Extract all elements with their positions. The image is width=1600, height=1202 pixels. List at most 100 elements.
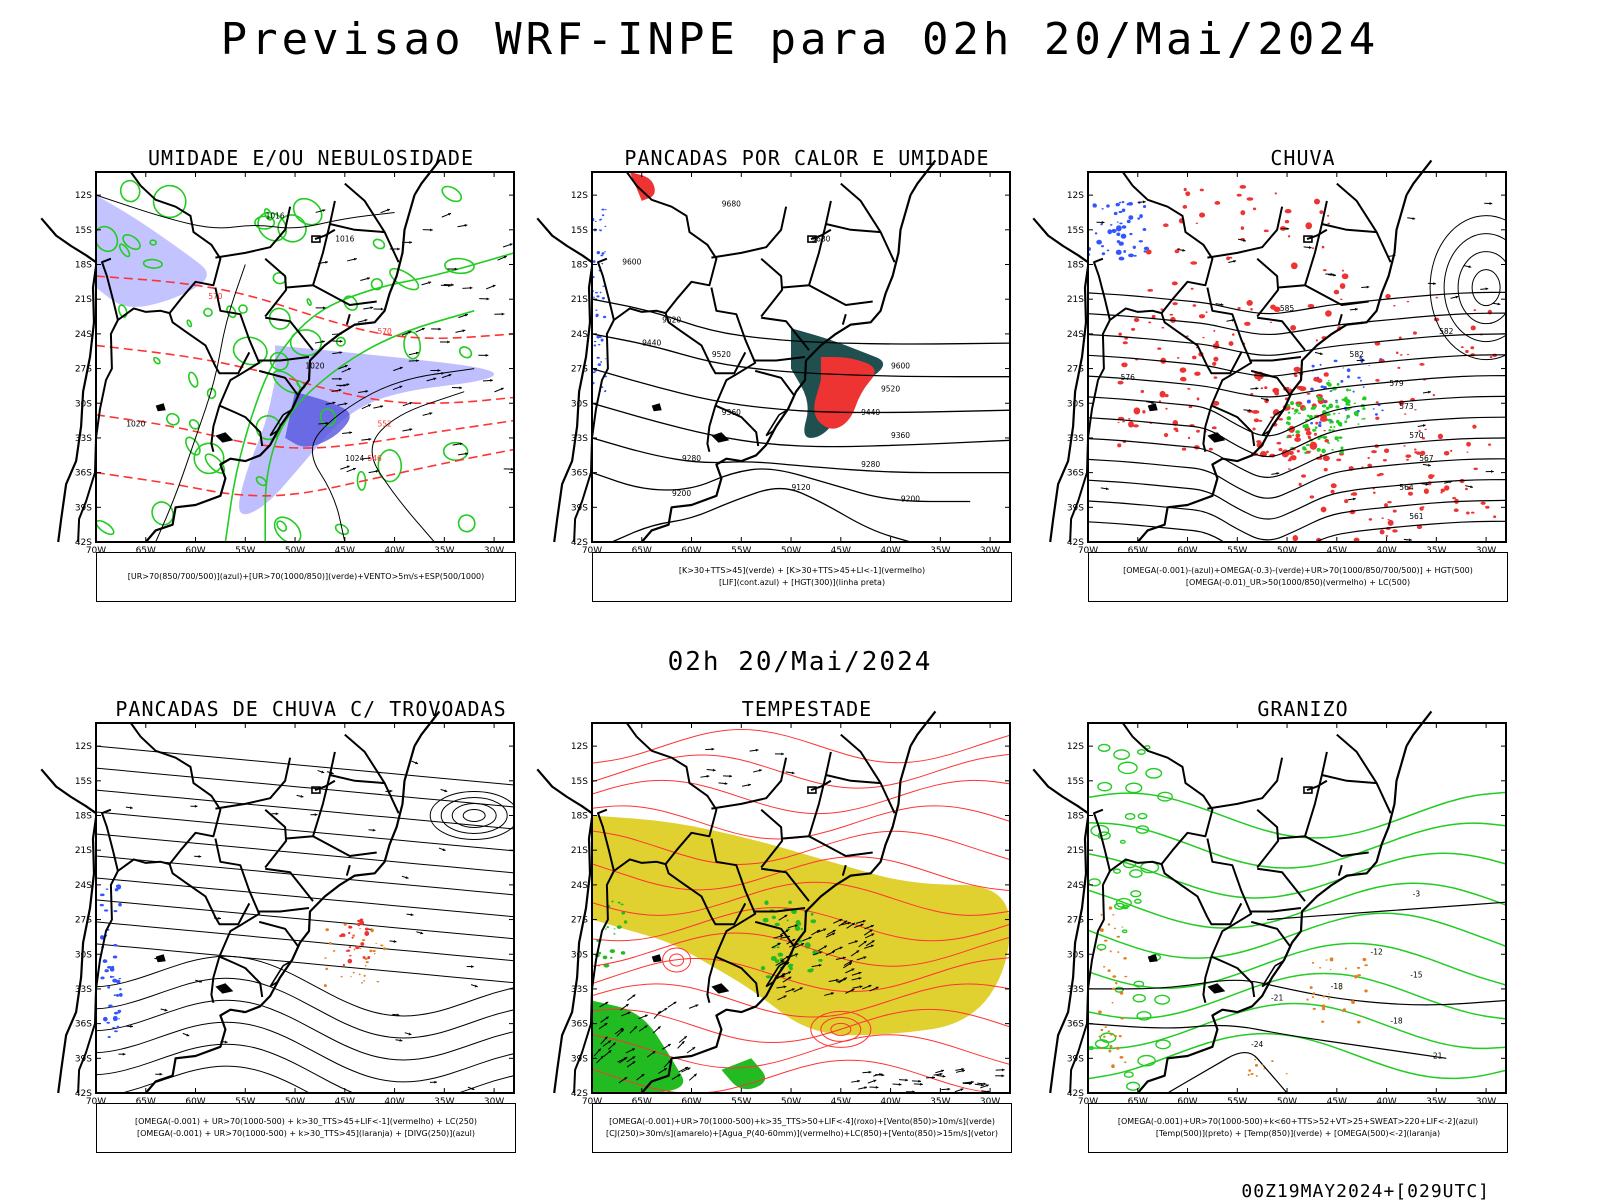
orange-cell — [369, 950, 372, 953]
omega500-cell — [1103, 1036, 1106, 1038]
omega500-cell — [1321, 1021, 1324, 1023]
omega-blue-cell — [1102, 252, 1105, 255]
omega-red-cell — [1471, 325, 1476, 330]
omega-green-cell — [1345, 402, 1349, 406]
omega-red-cell — [1197, 397, 1200, 400]
wind-cell — [810, 919, 816, 923]
omega-red-cell — [1407, 354, 1409, 355]
divg-dot — [116, 994, 119, 997]
lif-dot — [600, 218, 602, 220]
omega-green-cell — [1333, 426, 1335, 428]
omega-red-cell — [1196, 430, 1200, 433]
geopotential-label: 9200 — [672, 489, 691, 498]
geopotential-label: 573 — [1399, 402, 1414, 411]
orange-cell — [359, 974, 361, 976]
lat-tick-label: 27S — [571, 365, 588, 375]
omega-red-cell — [1213, 330, 1215, 332]
omega-red-cell — [1407, 301, 1410, 302]
omega-red-cell — [1327, 223, 1330, 225]
lif-dot — [598, 344, 600, 346]
omega-red-cell — [1323, 455, 1330, 461]
omega500-cell — [1325, 959, 1327, 960]
omega500-cell — [1357, 1021, 1361, 1024]
divg-dot — [118, 1012, 121, 1014]
omega-green-cell — [1288, 423, 1291, 426]
lat-tick-label: 21S — [1067, 846, 1084, 856]
omega-red-cell — [1254, 418, 1259, 422]
omega500-cell — [1354, 975, 1358, 978]
divg-dot — [104, 909, 108, 911]
omega-blue-cell — [1119, 257, 1125, 261]
omega-red-cell — [1314, 433, 1317, 436]
lat-tick-label: 39S — [571, 1054, 588, 1064]
pressure-label: 1020 — [126, 419, 145, 428]
lat-tick-label: 15S — [75, 226, 92, 236]
red-cell — [346, 951, 348, 952]
omega500-cell — [1109, 1045, 1112, 1048]
omega-red-cell — [1471, 512, 1475, 514]
omega-red-cell — [1190, 261, 1197, 265]
omega-blue-cell — [1307, 400, 1311, 404]
omega-red-cell — [1375, 379, 1379, 382]
omega-red-cell — [1252, 428, 1255, 431]
omega-red-cell — [1322, 246, 1325, 249]
lat-tick-label: 15S — [1067, 777, 1084, 787]
divg-dot — [114, 994, 116, 996]
omega-red-cell — [1213, 357, 1218, 362]
omega-blue-cell — [1110, 224, 1112, 226]
omega-blue-cell — [1134, 255, 1137, 257]
omega500-cell — [1098, 1010, 1102, 1013]
lat-tick-label: 39S — [75, 503, 92, 513]
lif-dot — [593, 345, 595, 346]
lat-tick-label: 33S — [1067, 985, 1084, 995]
lat-tick-label: 39S — [571, 503, 588, 513]
omega-blue-cell — [1119, 211, 1123, 213]
omega-red-cell — [1438, 434, 1443, 439]
omega-red-cell — [1386, 535, 1389, 537]
orange-cell — [370, 928, 373, 932]
wind-cell — [603, 955, 608, 959]
orange-cell — [373, 950, 376, 952]
omega-blue-cell — [1310, 422, 1313, 424]
omega-red-cell — [1185, 191, 1190, 196]
omega-red-cell — [1470, 346, 1474, 349]
omega-red-cell — [1376, 401, 1379, 403]
omega-blue-cell — [1312, 365, 1315, 368]
panel-title: UMIDADE E/OU NEBULOSIDADE — [96, 146, 526, 170]
omega-red-cell — [1172, 281, 1178, 285]
omega-red-cell — [1297, 386, 1304, 390]
omega-red-cell — [1424, 429, 1427, 430]
omega500-cell — [1104, 1026, 1107, 1028]
omega-red-cell — [1493, 515, 1496, 518]
omega-blue-cell — [1375, 413, 1378, 416]
divg-dot — [117, 1026, 120, 1029]
omega-green-cell — [1292, 434, 1294, 436]
omega-green-cell — [1362, 408, 1365, 410]
orange-cell — [361, 982, 363, 983]
omega-blue-cell — [1093, 205, 1097, 208]
omega-red-cell — [1128, 418, 1131, 420]
pressure-label: 1024 — [345, 454, 364, 463]
omega-green-cell — [1303, 448, 1307, 450]
panel-title: CHUVA — [1088, 146, 1518, 170]
lif-dot — [602, 286, 604, 287]
map-umidade: 1016101610201024102057057055254612S15S18… — [96, 172, 516, 552]
lif-dot — [596, 295, 599, 297]
omega500-cell — [1262, 1064, 1264, 1065]
orange-cell — [353, 972, 355, 974]
omega-green-cell — [1363, 418, 1366, 420]
omega-red-cell — [1319, 210, 1323, 214]
omega500-cell — [1100, 1048, 1102, 1049]
lat-tick-label: 21S — [571, 846, 588, 856]
omega500-cell — [1254, 1059, 1256, 1061]
omega-green-cell — [1357, 423, 1359, 425]
omega-green-cell — [1327, 442, 1330, 444]
omega-red-cell — [1405, 454, 1411, 458]
lif-dot — [587, 245, 591, 247]
omega-red-cell — [1419, 363, 1424, 366]
omega-blue-cell — [1338, 413, 1340, 414]
orange-cell — [333, 950, 335, 952]
omega500-cell — [1114, 1035, 1117, 1037]
